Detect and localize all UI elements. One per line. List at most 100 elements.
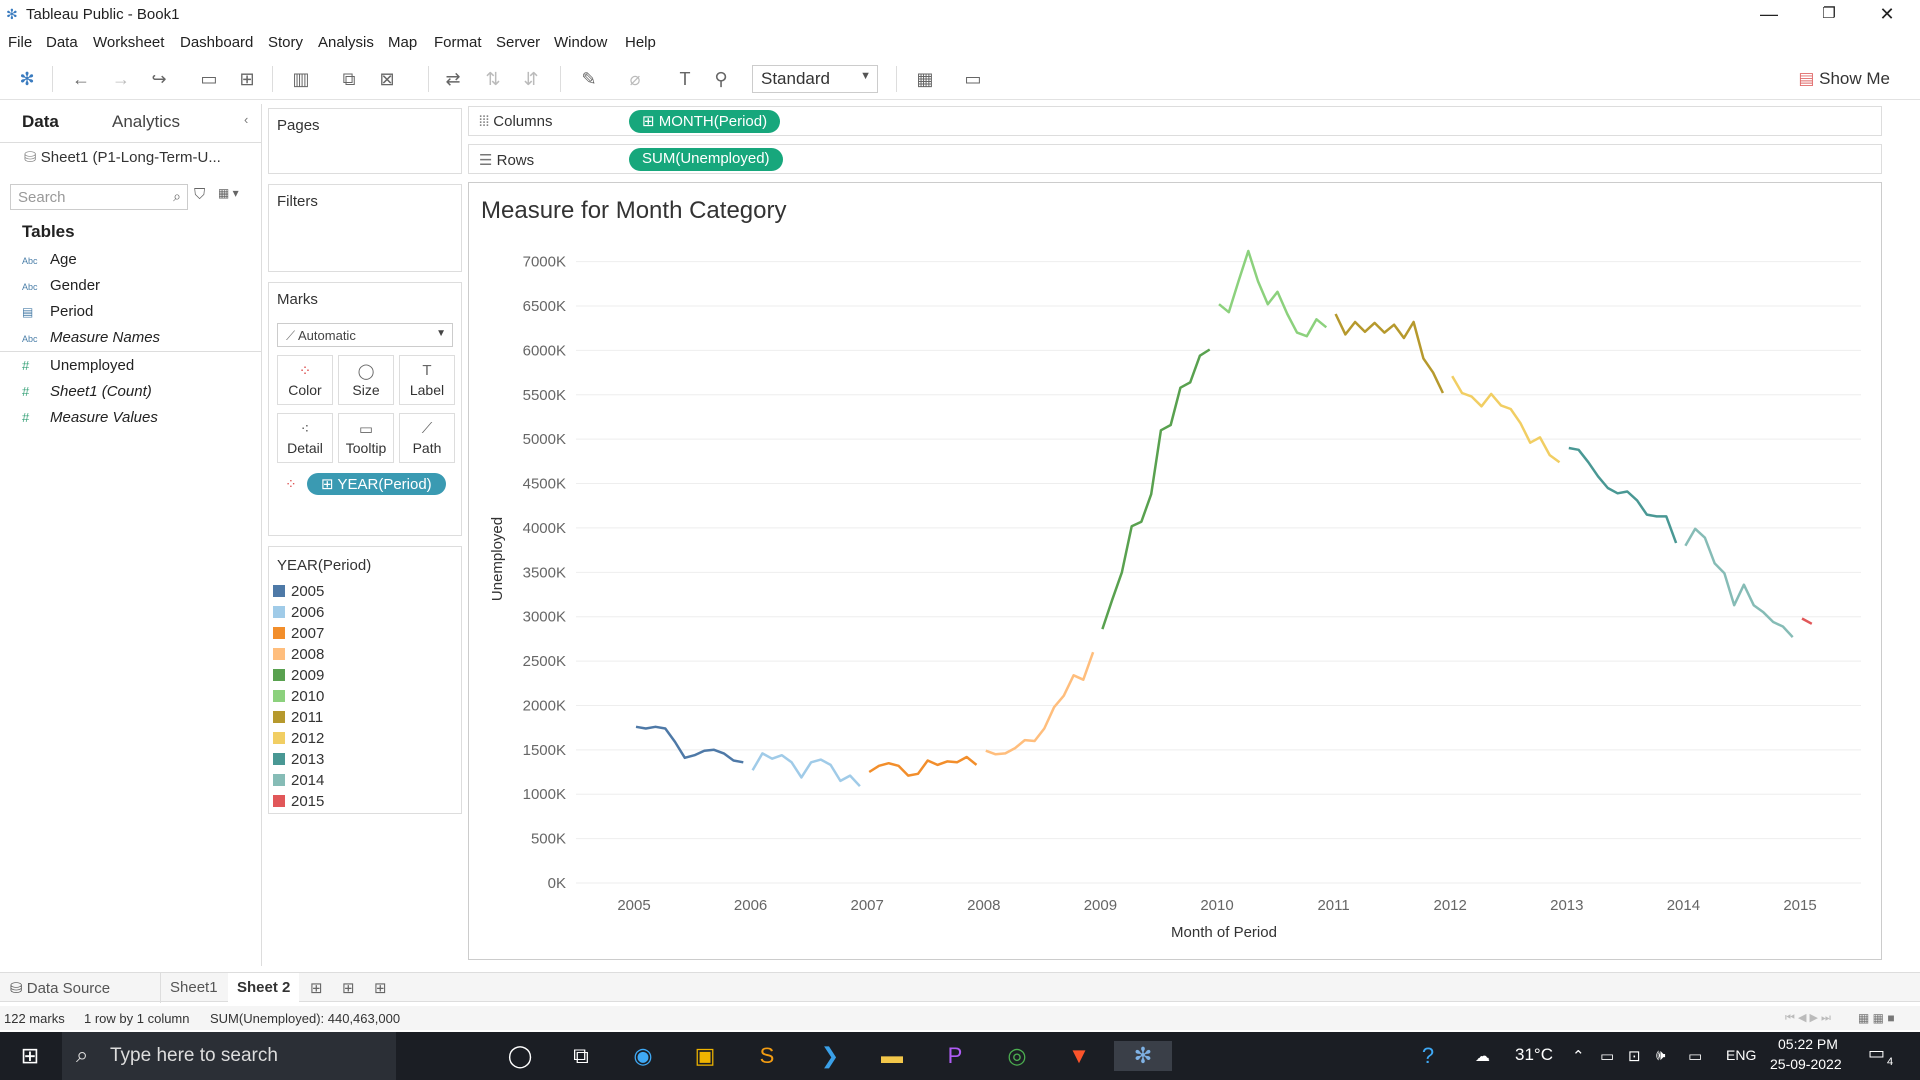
group-members-icon[interactable]: ⌀ bbox=[629, 69, 641, 89]
viz-area[interactable]: Measure for Month Category 0K 500K 1000K 15… bbox=[468, 182, 1882, 960]
show-labels-icon[interactable]: T bbox=[679, 69, 691, 89]
taskbar-search-input[interactable]: ⌕ Type here to search bbox=[62, 1032, 396, 1080]
series-line-2008[interactable] bbox=[985, 651, 1095, 756]
collapse-pane-icon[interactable]: ‹ bbox=[244, 112, 249, 127]
mark-type-dropdown[interactable]: ⟋ Automatic ▼ bbox=[277, 323, 453, 347]
series-line-2015[interactable] bbox=[1801, 617, 1813, 625]
replay-icon[interactable]: ↪ bbox=[151, 69, 167, 89]
field-measure-names[interactable]: Abc Measure Names bbox=[22, 329, 160, 346]
show-me-button[interactable]: ▤ Show Me bbox=[1798, 69, 1890, 89]
rows-shelf[interactable]: ☰ Rows SUM(Unemployed) bbox=[468, 144, 1882, 174]
highlight-icon[interactable]: ✎ bbox=[581, 69, 597, 89]
sublime-icon[interactable]: S bbox=[759, 1043, 775, 1068]
tableau-home-icon[interactable]: ✻ bbox=[19, 69, 35, 89]
tab-analytics[interactable]: Analytics bbox=[112, 112, 181, 131]
notifications-icon[interactable]: ▭ bbox=[1868, 1043, 1886, 1063]
network-icon[interactable]: ▭ bbox=[1688, 1048, 1703, 1065]
menu-worksheet[interactable]: Worksheet bbox=[93, 34, 165, 51]
legend-item-2009[interactable]: 2009 bbox=[273, 667, 324, 684]
menu-help[interactable]: Help bbox=[625, 34, 656, 51]
fix-axes-icon[interactable]: ⚲ bbox=[714, 69, 728, 89]
menu-map[interactable]: Map bbox=[388, 34, 418, 51]
menu-analysis[interactable]: Analysis bbox=[318, 34, 374, 51]
legend-item-2005[interactable]: 2005 bbox=[273, 583, 324, 600]
size-button[interactable]: ◯ Size bbox=[338, 355, 394, 405]
filters-card[interactable]: Filters bbox=[268, 184, 462, 272]
chrome-icon[interactable]: ◎ bbox=[1007, 1043, 1027, 1068]
tab-sheet2[interactable]: Sheet 2 bbox=[228, 973, 300, 1003]
menu-data[interactable]: Data bbox=[46, 34, 78, 51]
legend-item-2011[interactable]: 2011 bbox=[273, 709, 323, 726]
weather-icon[interactable]: ☁ bbox=[1475, 1048, 1490, 1065]
file-explorer-icon[interactable]: ▬ bbox=[881, 1043, 903, 1068]
series-line-2009[interactable] bbox=[1101, 348, 1211, 630]
legend-item-2008[interactable]: 2008 bbox=[273, 646, 324, 663]
tableau-taskbar-icon[interactable]: ✻ bbox=[1114, 1041, 1172, 1071]
legend-item-2015[interactable]: 2015 bbox=[273, 793, 324, 810]
clock-date[interactable]: 25-09-2022 bbox=[1770, 1056, 1842, 1072]
series-line-2010[interactable] bbox=[1218, 249, 1328, 338]
series-line-2007[interactable] bbox=[868, 755, 978, 777]
field-unemployed[interactable]: # Unemployed bbox=[22, 357, 134, 374]
vscode-icon[interactable]: ❯ bbox=[820, 1043, 840, 1068]
cortana-icon[interactable]: ◯ bbox=[507, 1043, 533, 1068]
legend-item-2012[interactable]: 2012 bbox=[273, 730, 324, 747]
path-button[interactable]: ⟋ Path bbox=[399, 413, 455, 463]
legend-item-2006[interactable]: 2006 bbox=[273, 604, 324, 621]
pages-card[interactable]: Pages bbox=[268, 108, 462, 174]
series-line-2006[interactable] bbox=[751, 752, 861, 788]
view-options-icon[interactable]: ▦ ▾ bbox=[218, 186, 239, 200]
undo-icon[interactable]: ← bbox=[72, 69, 90, 89]
columns-pill[interactable]: ⊞ MONTH(Period) bbox=[629, 110, 781, 133]
restore-button[interactable]: ❐ bbox=[1822, 5, 1836, 22]
new-worksheet-icon[interactable]: ⊞ bbox=[310, 980, 323, 997]
brave-icon[interactable]: ▼ bbox=[1068, 1043, 1090, 1068]
redo-icon[interactable]: → bbox=[112, 69, 130, 89]
rows-pill[interactable]: SUM(Unemployed) bbox=[629, 148, 783, 171]
label-button[interactable]: T Label bbox=[399, 355, 455, 405]
columns-shelf[interactable]: ⦙⦙⦙ Columns ⊞ MONTH(Period) bbox=[468, 106, 1882, 136]
line-chart[interactable]: 0K 500K 1000K 1500K 2000K 2500K 3000K 3500K 4000… bbox=[469, 183, 1881, 959]
temperature[interactable]: 31°C bbox=[1515, 1045, 1553, 1064]
swap-rows-columns-icon[interactable]: ⇄ bbox=[445, 69, 461, 89]
new-dashboard-icon[interactable]: ⊞ bbox=[342, 980, 355, 997]
store-icon[interactable]: ▣ bbox=[694, 1043, 716, 1068]
menu-story[interactable]: Story bbox=[268, 34, 304, 51]
new-worksheet-icon[interactable]: ▥ bbox=[292, 69, 310, 89]
clock-time[interactable]: 05:22 PM bbox=[1778, 1036, 1838, 1052]
help-icon[interactable]: ? bbox=[1421, 1043, 1435, 1068]
task-view-icon[interactable]: ⧉ bbox=[573, 1043, 589, 1068]
sheet-nav-arrows[interactable]: ⏮ ◀ ▶ ⏭ bbox=[1785, 1012, 1831, 1024]
legend-item-2007[interactable]: 2007 bbox=[273, 625, 324, 642]
data-source-item[interactable]: ⛁ Sheet1 (P1-Long-Term-U... bbox=[24, 148, 221, 166]
tab-sheet1[interactable]: Sheet1 bbox=[170, 979, 218, 996]
picsart-icon[interactable]: P bbox=[947, 1043, 963, 1068]
windows-start-icon[interactable]: ⊞ bbox=[20, 1043, 40, 1068]
minimize-button[interactable]: — bbox=[1760, 4, 1778, 24]
field-age[interactable]: Abc Age bbox=[22, 251, 77, 268]
field-gender[interactable]: Abc Gender bbox=[22, 277, 100, 294]
tooltip-button[interactable]: ▭ Tooltip bbox=[338, 413, 394, 463]
series-line-2014[interactable] bbox=[1684, 527, 1794, 638]
menu-server[interactable]: Server bbox=[496, 34, 541, 51]
filter-icon[interactable]: ⛉ bbox=[194, 186, 206, 203]
new-data-source-icon[interactable]: ⊞ bbox=[239, 69, 255, 89]
edge-icon[interactable]: ◉ bbox=[633, 1043, 653, 1068]
search-input[interactable]: Search ⌕ bbox=[10, 184, 188, 210]
tab-data[interactable]: Data bbox=[22, 112, 59, 131]
save-icon[interactable]: ▭ bbox=[200, 69, 218, 89]
series-line-2005[interactable] bbox=[635, 725, 744, 764]
field-period[interactable]: ▤ Period bbox=[22, 303, 93, 320]
color-pill[interactable]: ⊞ YEAR(Period) bbox=[307, 473, 446, 495]
sort-descending-icon[interactable]: ⇵ bbox=[523, 69, 539, 89]
clear-sheet-icon[interactable]: ⊠ bbox=[379, 69, 395, 89]
view-mode-icons[interactable]: ▦ ▦ ■ bbox=[1858, 1011, 1895, 1025]
duplicate-sheet-icon[interactable]: ⧉ bbox=[342, 69, 356, 89]
series-line-2012[interactable] bbox=[1451, 375, 1561, 464]
legend-item-2014[interactable]: 2014 bbox=[273, 772, 324, 789]
language-indicator[interactable]: ENG bbox=[1726, 1047, 1757, 1063]
color-button[interactable]: ⁘ Color bbox=[277, 355, 333, 405]
battery-icon[interactable]: ▭ bbox=[1600, 1048, 1615, 1065]
series-line-2013[interactable] bbox=[1568, 446, 1678, 544]
menu-dashboard[interactable]: Dashboard bbox=[180, 34, 254, 51]
